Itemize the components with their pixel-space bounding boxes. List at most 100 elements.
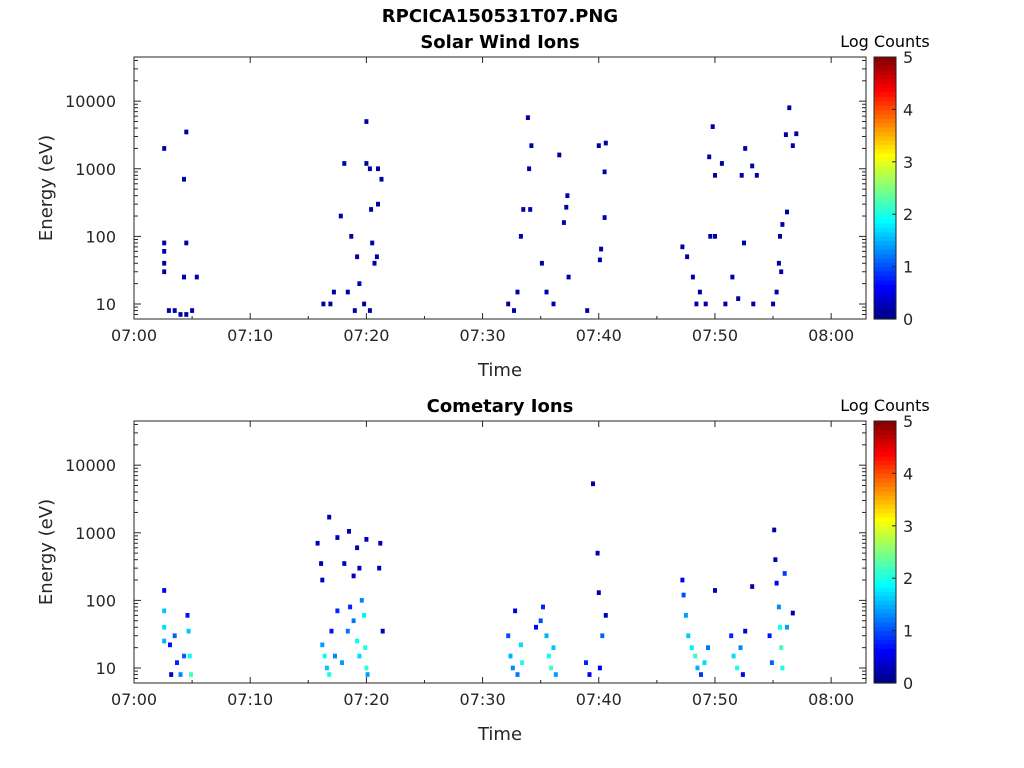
heatmap-cell bbox=[345, 628, 350, 634]
heatmap-cell bbox=[506, 301, 511, 307]
x-tick-label: 07:30 bbox=[460, 690, 506, 709]
heatmap-cell bbox=[377, 565, 382, 571]
heatmap-cell bbox=[527, 166, 532, 172]
heatmap-cell bbox=[544, 289, 549, 295]
heatmap-cell bbox=[708, 234, 713, 239]
heatmap-cell bbox=[713, 588, 717, 593]
heatmap-cell bbox=[352, 308, 357, 313]
heatmap-cell bbox=[340, 660, 344, 665]
heatmap-cell bbox=[776, 260, 781, 266]
heatmap-cell bbox=[351, 618, 356, 624]
heatmap-cell bbox=[707, 154, 712, 160]
heatmap-cell bbox=[585, 308, 590, 313]
colorbar-segment bbox=[874, 262, 896, 268]
heatmap-cell bbox=[355, 545, 360, 551]
colorbar-segment bbox=[874, 249, 896, 255]
heatmap-cell bbox=[510, 665, 515, 671]
heatmap-cell bbox=[515, 289, 520, 295]
heatmap-cell bbox=[320, 642, 325, 648]
colorbar-segment bbox=[874, 83, 896, 89]
y-tick-label: 10000 bbox=[65, 92, 116, 111]
heatmap-cell bbox=[681, 592, 686, 598]
colorbar-segment bbox=[874, 70, 896, 76]
heatmap-cell bbox=[515, 672, 520, 677]
colorbar-segment bbox=[874, 157, 896, 163]
colorbar-segment bbox=[874, 227, 896, 233]
colorbar-segment bbox=[874, 604, 896, 610]
colorbar-segment bbox=[874, 183, 896, 189]
heatmap-cell bbox=[168, 642, 172, 648]
colorbar-segment bbox=[874, 451, 896, 457]
y-tick-label: 1000 bbox=[75, 524, 116, 543]
colorbar-segment bbox=[874, 236, 896, 241]
heatmap-cell bbox=[364, 119, 369, 124]
colorbar-tick-label: 5 bbox=[903, 412, 913, 431]
x-tick-label: 07:30 bbox=[460, 326, 506, 345]
colorbar-segment bbox=[874, 61, 896, 67]
heatmap-cell bbox=[693, 653, 698, 659]
heatmap-cell bbox=[357, 565, 362, 571]
colorbar-segment bbox=[874, 109, 896, 115]
colorbar-segment bbox=[874, 421, 896, 426]
heatmap-cell bbox=[329, 628, 334, 634]
figure-title: RPCICA150531T07.PNG bbox=[381, 6, 619, 27]
heatmap-cell bbox=[162, 608, 167, 614]
heatmap-cell bbox=[603, 613, 608, 618]
heatmap-cell bbox=[774, 580, 779, 586]
heatmap-cell bbox=[742, 240, 746, 246]
colorbar-segment bbox=[874, 205, 896, 211]
colorbar-segment bbox=[874, 65, 896, 71]
heatmap-cell bbox=[319, 561, 324, 566]
colorbar-segment bbox=[874, 113, 896, 119]
heatmap-cell bbox=[162, 260, 167, 266]
colorbar-segment bbox=[874, 591, 896, 597]
x-tick-label: 08:00 bbox=[808, 690, 854, 709]
colorbar-segment bbox=[874, 244, 896, 250]
heatmap-cell bbox=[703, 301, 708, 307]
colorbar-segment bbox=[874, 91, 896, 97]
heatmap-cell bbox=[794, 131, 799, 137]
x-tick-label: 07:00 bbox=[111, 690, 157, 709]
colorbar-segment bbox=[874, 477, 896, 483]
colorbar-segment bbox=[874, 301, 896, 307]
heatmap-cell bbox=[754, 173, 759, 178]
colorbar-tick-label: 0 bbox=[903, 310, 913, 329]
colorbar-segment bbox=[874, 122, 896, 128]
panel-title: Cometary Ions bbox=[427, 396, 574, 417]
colorbar-segment bbox=[874, 266, 896, 272]
heatmap-cell bbox=[565, 193, 570, 198]
colorbar-segment bbox=[874, 144, 896, 150]
heatmap-cell bbox=[328, 301, 333, 307]
colorbar-segment bbox=[874, 240, 896, 246]
colorbar-segment bbox=[874, 621, 896, 627]
colorbar-segment bbox=[874, 57, 896, 62]
x-tick-label: 07:20 bbox=[343, 326, 389, 345]
heatmap-cell bbox=[335, 608, 340, 614]
heatmap-cell bbox=[324, 665, 329, 671]
heatmap-cell bbox=[349, 234, 354, 239]
heatmap-cell bbox=[690, 274, 695, 280]
heatmap-cell bbox=[557, 152, 562, 158]
colorbar-segment bbox=[874, 288, 896, 294]
heatmap-cell bbox=[689, 645, 694, 650]
heatmap-cell bbox=[566, 274, 571, 280]
colorbar-tick-label: 2 bbox=[903, 205, 913, 224]
colorbar-tick-label: 1 bbox=[903, 258, 913, 277]
heatmap-cell bbox=[184, 240, 189, 246]
heatmap-cell bbox=[362, 613, 367, 618]
heatmap-cell bbox=[553, 672, 558, 677]
colorbar-segment bbox=[874, 634, 896, 640]
heatmap-cell bbox=[680, 244, 685, 250]
heatmap-cell bbox=[790, 610, 795, 616]
heatmap-cell bbox=[525, 115, 530, 120]
colorbar-tick-label: 1 bbox=[903, 622, 913, 641]
x-tick-label: 07:50 bbox=[692, 690, 738, 709]
heatmap-cell bbox=[596, 143, 601, 148]
heatmap-cell bbox=[730, 274, 735, 280]
colorbar-segment bbox=[874, 613, 896, 619]
colorbar-segment bbox=[874, 74, 896, 80]
heatmap-cell bbox=[169, 672, 174, 677]
colorbar-segment bbox=[874, 447, 896, 453]
colorbar-segment bbox=[874, 538, 896, 544]
heatmap-cell bbox=[518, 642, 523, 648]
